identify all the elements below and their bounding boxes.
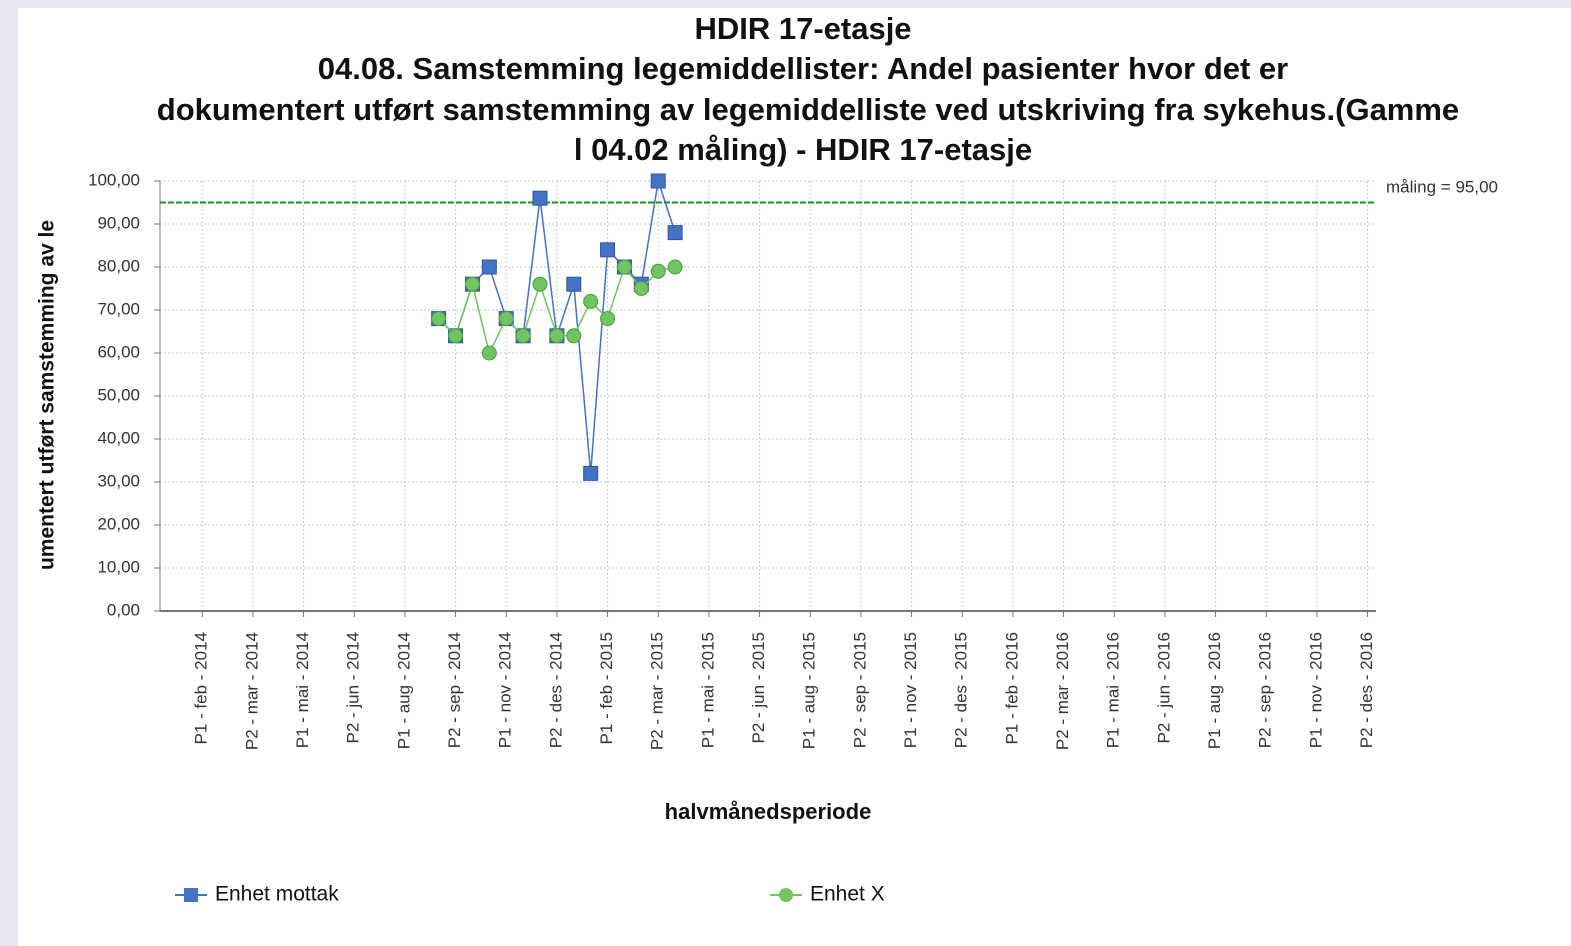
x-tick-label: P2 - jun - 2015 <box>749 632 768 744</box>
y-tick-label: 10,00 <box>97 557 140 576</box>
data-point <box>431 311 447 327</box>
x-tick-label: P1 - feb - 2014 <box>192 632 211 744</box>
data-point <box>667 225 683 241</box>
y-tick-label: 40,00 <box>97 428 140 447</box>
x-tick-label: P2 - sep - 2015 <box>850 632 869 748</box>
x-tick-label: P2 - jun - 2014 <box>344 632 363 744</box>
legend-label: Enhet mottak <box>215 883 339 906</box>
y-axis-label: umentert utført samstemming av le <box>36 220 59 570</box>
chart-subtitle: dokumentert utført samstemming av legemi… <box>157 92 1459 127</box>
x-axis-label: halvmånedsperiode <box>665 799 872 824</box>
x-tick-label: P2 - mar - 2016 <box>1053 632 1072 750</box>
data-point <box>583 465 599 481</box>
data-point <box>549 328 565 344</box>
chart-background <box>18 8 1571 946</box>
data-point <box>650 173 666 189</box>
x-tick-label: P2 - des - 2014 <box>546 632 565 748</box>
data-point <box>566 328 582 344</box>
x-tick-label: P1 - mai - 2016 <box>1104 632 1123 748</box>
x-tick-label: P2 - mar - 2015 <box>648 632 667 750</box>
chart-title: HDIR 17-etasje <box>694 11 911 46</box>
x-tick-label: P2 - sep - 2014 <box>445 632 464 748</box>
x-tick-label: P1 - aug - 2015 <box>800 632 819 749</box>
x-tick-label: P1 - nov - 2014 <box>496 632 515 748</box>
legend-marker <box>184 888 198 902</box>
data-point <box>532 276 548 292</box>
data-point <box>667 259 683 275</box>
reference-label: måling = 95,00 <box>1386 177 1498 196</box>
data-point <box>600 242 616 258</box>
x-tick-label: P1 - nov - 2015 <box>901 632 920 748</box>
x-tick-label: P1 - aug - 2016 <box>1205 632 1224 749</box>
legend-label: Enhet X <box>810 883 885 906</box>
x-tick-label: P1 - nov - 2016 <box>1306 632 1325 748</box>
y-tick-label: 90,00 <box>97 213 140 232</box>
x-tick-label: P1 - feb - 2015 <box>597 632 616 744</box>
data-point <box>616 259 632 275</box>
x-tick-label: P1 - aug - 2014 <box>394 632 413 749</box>
chart-subtitle: 04.08. Samstemming legemiddellister: And… <box>318 51 1289 86</box>
x-tick-label: P1 - feb - 2016 <box>1002 632 1021 744</box>
x-tick-label: P2 - des - 2016 <box>1357 632 1376 748</box>
y-tick-label: 30,00 <box>97 471 140 490</box>
data-point <box>464 276 480 292</box>
x-tick-label: P2 - mar - 2014 <box>242 632 261 750</box>
x-tick-label: P1 - mai - 2014 <box>293 632 312 748</box>
data-point <box>650 263 666 279</box>
y-tick-label: 50,00 <box>97 385 140 404</box>
y-tick-label: 60,00 <box>97 342 140 361</box>
y-tick-label: 70,00 <box>97 299 140 318</box>
y-tick-label: 20,00 <box>97 514 140 533</box>
x-tick-label: P2 - sep - 2016 <box>1256 632 1275 748</box>
data-point <box>566 276 582 292</box>
legend-marker <box>779 888 793 902</box>
data-point <box>515 328 531 344</box>
x-tick-label: P2 - des - 2015 <box>952 632 971 748</box>
y-tick-label: 80,00 <box>97 256 140 275</box>
data-point <box>498 311 514 327</box>
data-point <box>583 293 599 309</box>
y-tick-label: 100,00 <box>88 170 140 189</box>
data-point <box>481 345 497 361</box>
y-tick-label: 0,00 <box>107 600 140 619</box>
x-tick-label: P1 - mai - 2015 <box>698 632 717 748</box>
data-point <box>600 311 616 327</box>
data-point <box>633 281 649 296</box>
data-point <box>481 259 497 275</box>
data-point <box>448 328 464 344</box>
chart-subtitle: l 04.02 måling) - HDIR 17-etasje <box>574 132 1032 167</box>
data-point <box>532 190 548 206</box>
x-tick-label: P2 - jun - 2016 <box>1154 632 1173 744</box>
